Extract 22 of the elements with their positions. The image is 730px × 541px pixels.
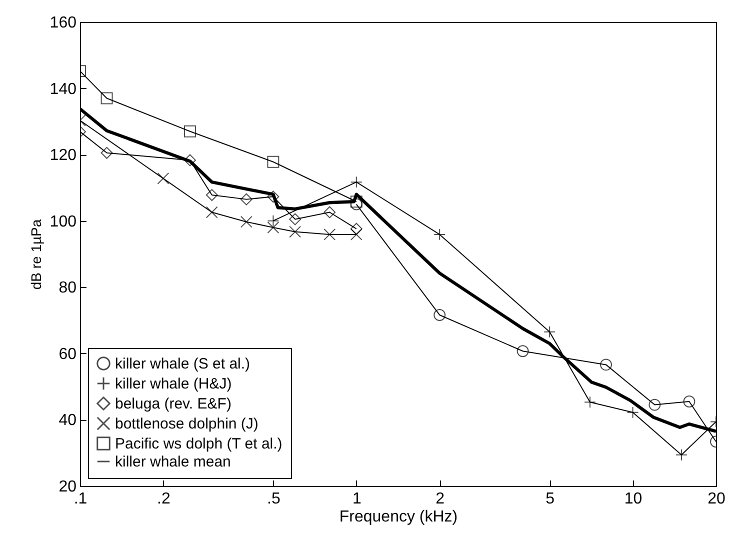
legend-label: bottlenose dolphin (J): [115, 416, 258, 432]
x-tick-label: .2: [157, 490, 170, 508]
y-tick-label: 140: [50, 80, 77, 98]
legend-label: killer whale mean: [115, 454, 231, 470]
x-axis-title: Frequency (kHz): [339, 508, 458, 526]
y-tick-label: 160: [50, 14, 77, 32]
x-tick-label: 10: [624, 490, 642, 508]
legend-label: Pacific ws dolph (T et al.): [115, 436, 282, 452]
legend-label: beluga (rev. E&F): [115, 396, 232, 412]
y-tick-label: 80: [58, 280, 77, 297]
y-tick-label: 60: [58, 346, 77, 363]
x-tick-label: 2: [436, 490, 445, 508]
x-tick-label: 5: [546, 490, 555, 508]
y-tick-label: 100: [50, 213, 77, 230]
x-tick-label: 1: [352, 490, 362, 508]
legend-label: killer whale (H&J): [115, 376, 232, 392]
y-axis-title: dB re 1µPa: [28, 219, 44, 290]
y-tick-label: 40: [58, 412, 77, 430]
x-tick-label: .5: [267, 490, 280, 508]
y-tick-label: 120: [50, 147, 77, 164]
x-tick-label: 20: [708, 490, 726, 508]
legend-label: killer whale (S et al.): [115, 356, 250, 372]
